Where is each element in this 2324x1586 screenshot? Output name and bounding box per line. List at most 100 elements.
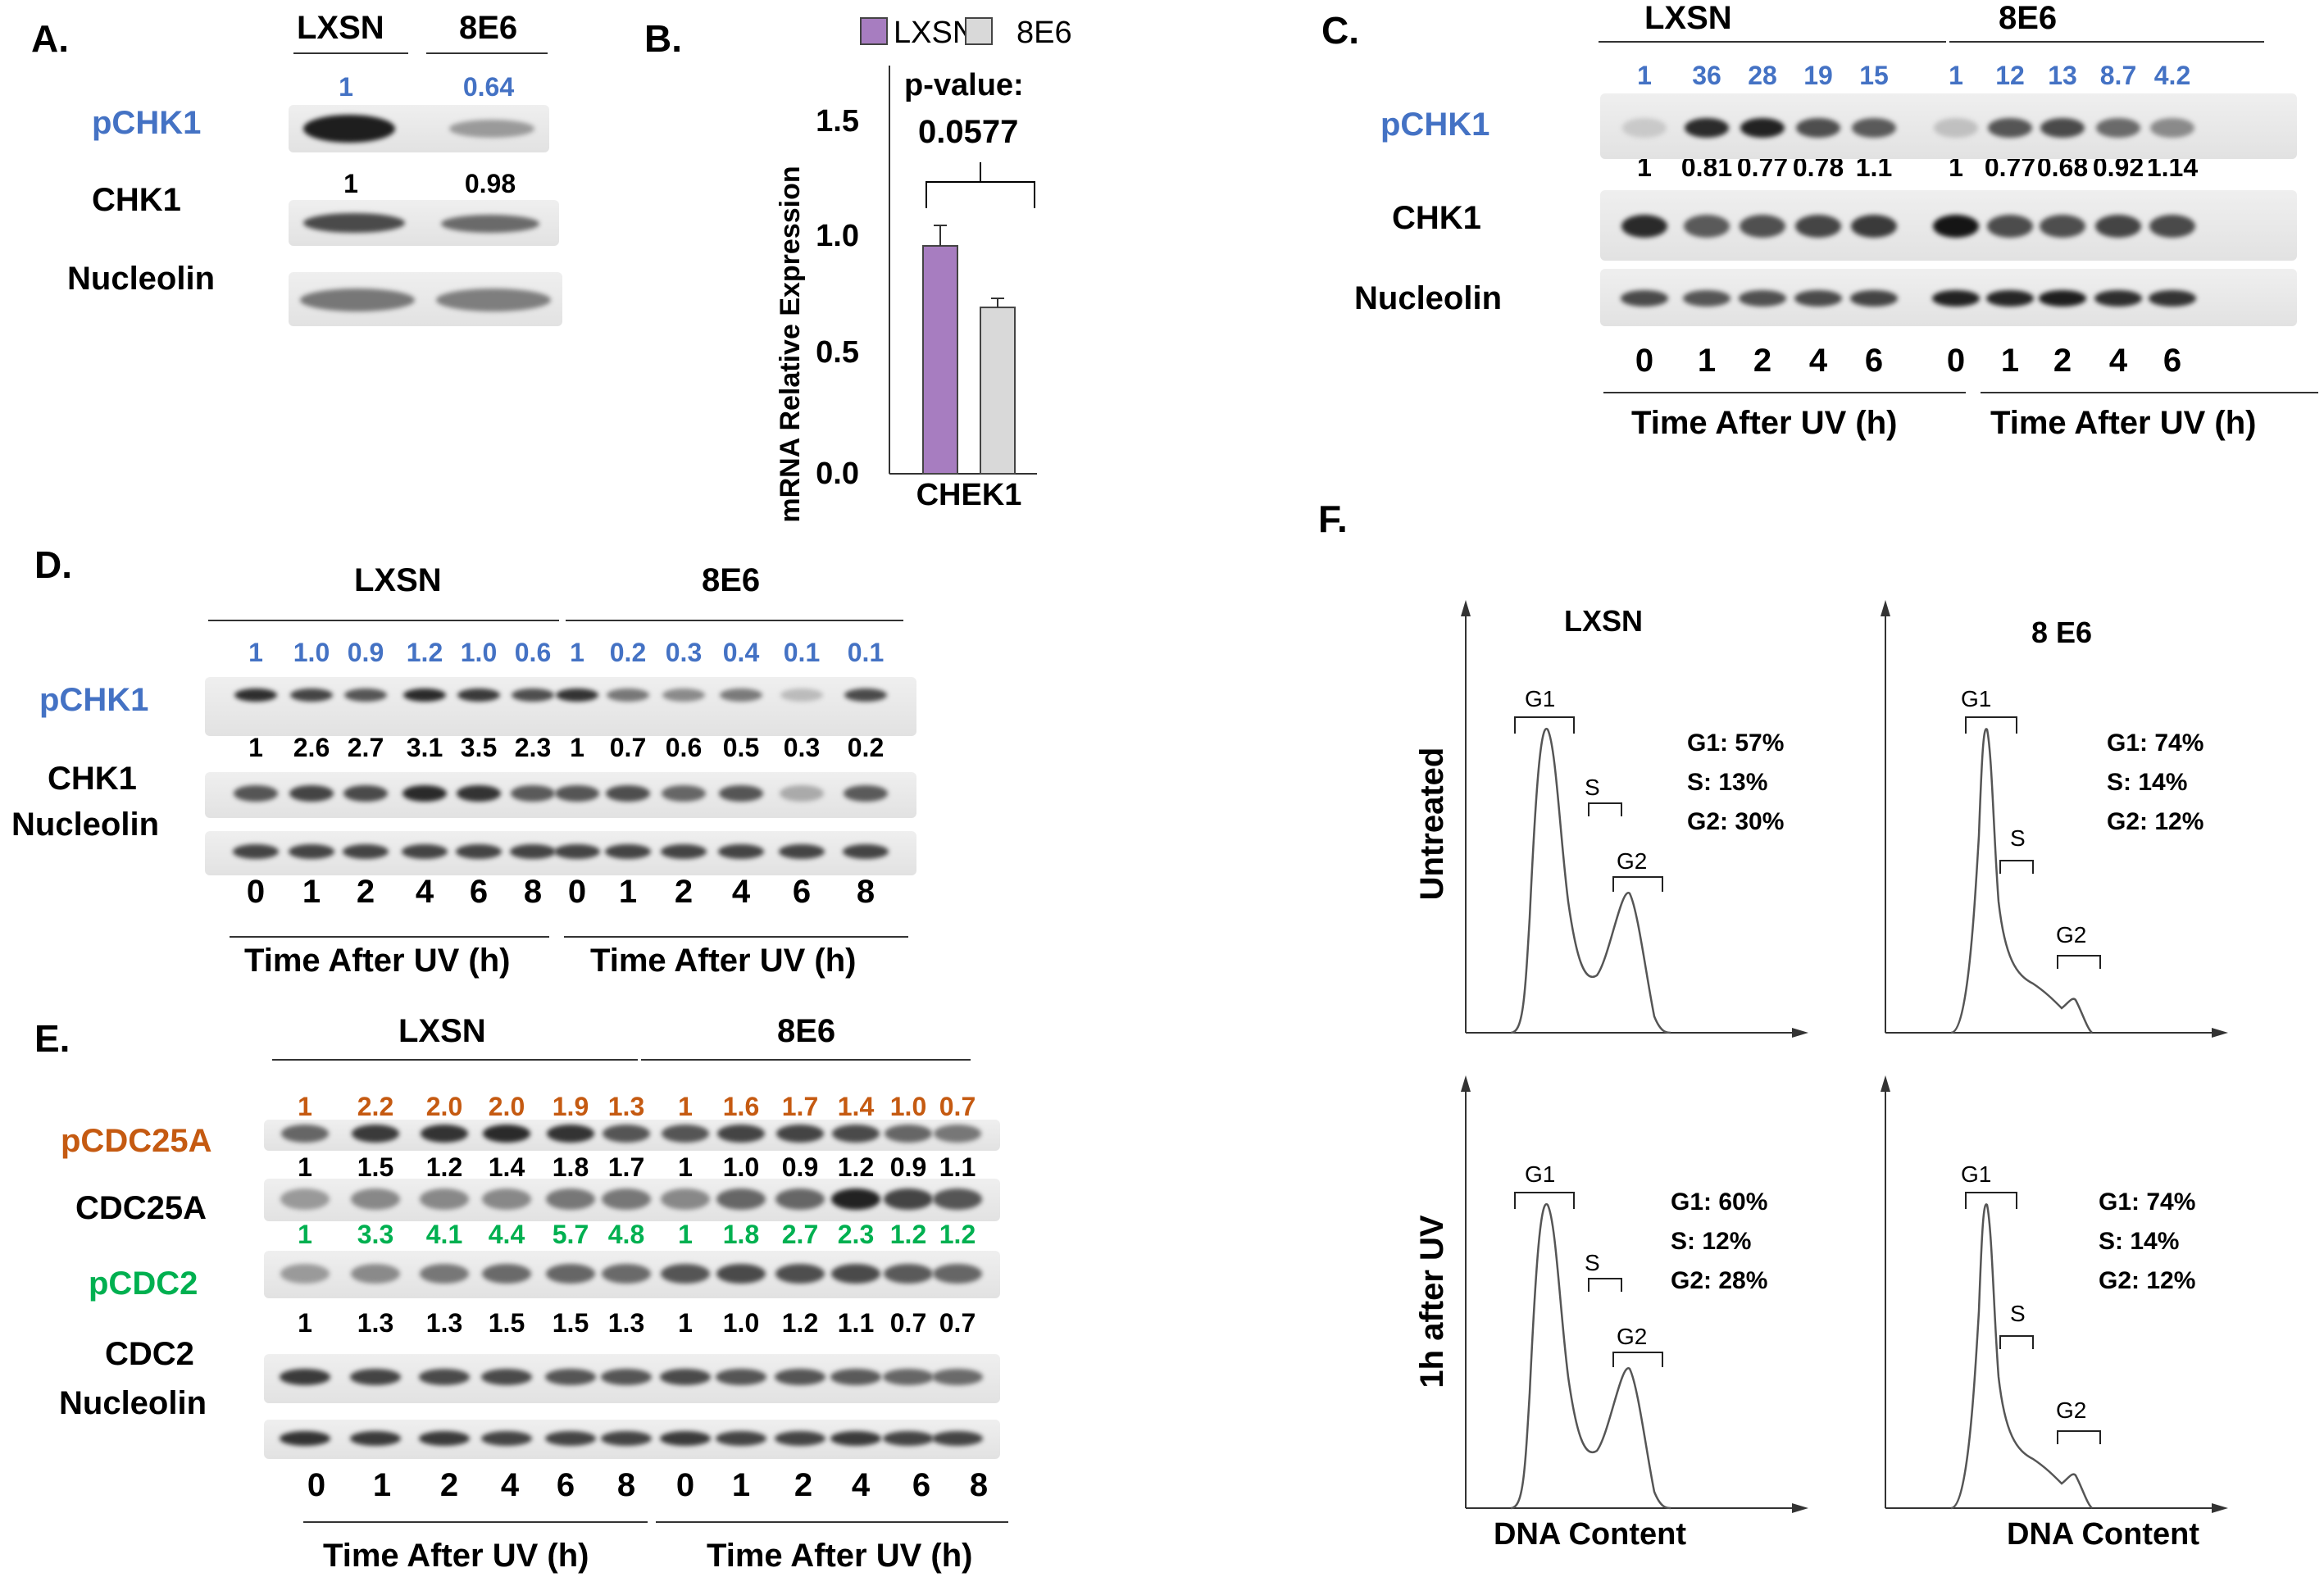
bar-8e6 [980, 307, 1016, 475]
peak-label-g2: G2 [1617, 1324, 1647, 1349]
panel-e-pcdc2-value: 2.3 [837, 1220, 875, 1249]
panel-e-lxsn-header: LXSN [398, 1013, 486, 1049]
p-value-label: p-value: [904, 68, 1024, 102]
blot-band [420, 1188, 469, 1210]
stat-s: S: 14% [2107, 769, 2187, 796]
blot-band [289, 844, 334, 859]
peak-label-g2: G2 [1617, 848, 1647, 874]
blot-band [716, 1188, 766, 1210]
peak-label-g1: G1 [1961, 686, 1991, 711]
blot-band [1932, 290, 1980, 307]
panel-f-letter: F. [1318, 498, 1348, 540]
bar-lxsn [922, 245, 958, 475]
histogram-lxsn-untreated [1461, 600, 1808, 1038]
blot-band [883, 1369, 934, 1385]
panel-d-pchk1-value: 1.0 [293, 638, 330, 667]
panel-e-pcdc2-label: pCDC2 [89, 1266, 198, 1302]
panel-e-cdc2-value: 1 [298, 1308, 312, 1338]
panel-c-xlabel-left: Time After UV (h) [1631, 405, 1898, 441]
blot-band [934, 1125, 981, 1143]
panel-e-cdc2-value: 1.3 [425, 1308, 463, 1338]
blot-band [545, 1369, 596, 1385]
panel-e-pcdc25a-value: 1 [678, 1092, 693, 1121]
blot-band [350, 1369, 401, 1385]
blot-band [779, 844, 825, 859]
panel-c-8e6-header: 8E6 [1999, 0, 2058, 36]
panel-d-xlabel-left: Time After UV (h) [244, 943, 511, 979]
panel-e-pcdc2-value: 1 [298, 1220, 312, 1249]
blot-band [933, 1188, 982, 1210]
panel-e-time: 1 [372, 1467, 392, 1503]
blot-band [716, 1369, 766, 1385]
panel-e-pcdc25a-value: 2.0 [488, 1092, 525, 1121]
blot-band [547, 1125, 594, 1143]
panel-c-chk1-blot [1600, 190, 2297, 261]
panel-c-time: 4 [2108, 343, 2128, 379]
panel-a-chk1-label: CHK1 [92, 182, 181, 218]
panel-e-pcdc25a-value: 1.6 [722, 1092, 760, 1121]
panel-d-chk1-value: 2.7 [347, 733, 384, 762]
blot-band [776, 1125, 824, 1143]
blot-band [403, 688, 446, 702]
panel-c-time: 4 [1808, 343, 1828, 379]
histogram-lxsn-uv [1461, 1075, 1808, 1513]
panel-a-chk1-value: 0.98 [464, 169, 516, 198]
panel-c-pchk1-blot [1600, 93, 2297, 159]
panel-f-histograms: Untreated 1h after UV LXSN 8 E6 G1 S G2 … [1414, 600, 2228, 1552]
panel-c-time: 6 [2163, 343, 2182, 379]
blot-band [1621, 290, 1668, 307]
panel-d-time: 1 [302, 874, 321, 910]
blot-band [344, 688, 387, 702]
panel-c-pchk1-value: 1 [1637, 61, 1652, 90]
panel-e-pcdc25a-value: 1.4 [837, 1092, 875, 1121]
col-label-8e6: 8 E6 [2031, 616, 2092, 649]
panel-e-pcdc25a-value: 1.3 [607, 1092, 645, 1121]
panel-d-pchk1-value: 1 [570, 638, 584, 667]
blot-band [2039, 290, 2086, 307]
blot-band [1684, 215, 1730, 238]
panel-e-pcdc2-value: 1.2 [939, 1220, 976, 1249]
blot-band [280, 1431, 330, 1446]
panel-e-cdc25a-value: 1.1 [939, 1152, 976, 1182]
blot-band [717, 1125, 765, 1143]
histogram-8e6-untreated [1881, 600, 2228, 1038]
blot-band [481, 1369, 532, 1385]
panel-d-time: 8 [856, 874, 875, 910]
panel-d-time: 0 [246, 874, 266, 910]
panel-e-cdc25a-label: CDC25A [75, 1190, 207, 1226]
blot-band [233, 844, 279, 859]
panel-e-cdc25a-value: 1 [298, 1152, 312, 1182]
blot-band [1796, 118, 1840, 138]
blot-band [1740, 215, 1785, 238]
panel-e-time: 2 [794, 1467, 813, 1503]
blot-band [601, 1369, 652, 1385]
blot-band [1685, 118, 1729, 138]
panel-c-lxsn-header: LXSN [1644, 0, 1732, 36]
blot-band [775, 1264, 825, 1284]
panel-d-time: 2 [356, 874, 375, 910]
blot-band [290, 688, 333, 702]
blot-band [601, 1431, 652, 1446]
blot-band [281, 1125, 329, 1143]
panel-e-cdc2-value: 1.5 [488, 1308, 525, 1338]
peak-label-s: S [1585, 775, 1600, 800]
blot-band [511, 785, 555, 802]
panel-c-time: 1 [2000, 343, 2020, 379]
blot-band [512, 688, 554, 702]
panel-e-time: 4 [851, 1467, 871, 1503]
blot-band [419, 1431, 470, 1446]
panel-e-cdc25a-value: 0.9 [889, 1152, 927, 1182]
panel-d-chk1-value: 0.2 [847, 733, 885, 762]
panel-e-pcdc2-value: 5.7 [552, 1220, 589, 1249]
panel-d-chk1-value: 2.3 [514, 733, 552, 762]
col-label-lxsn: LXSN [1564, 604, 1643, 638]
panel-e-pcdc25a-label: pCDC25A [61, 1123, 212, 1159]
panel-e-pcdc25a-value: 2.2 [357, 1092, 394, 1121]
blot-band [831, 1188, 880, 1210]
panel-d-pchk1-value: 0.3 [665, 638, 703, 667]
stat-g2: G2: 28% [1671, 1267, 1767, 1294]
blot-band [2096, 118, 2140, 138]
panel-e-cdc25a-value: 1 [678, 1152, 693, 1182]
blot-band [2040, 118, 2085, 138]
peak-label-s: S [2010, 1301, 2026, 1326]
